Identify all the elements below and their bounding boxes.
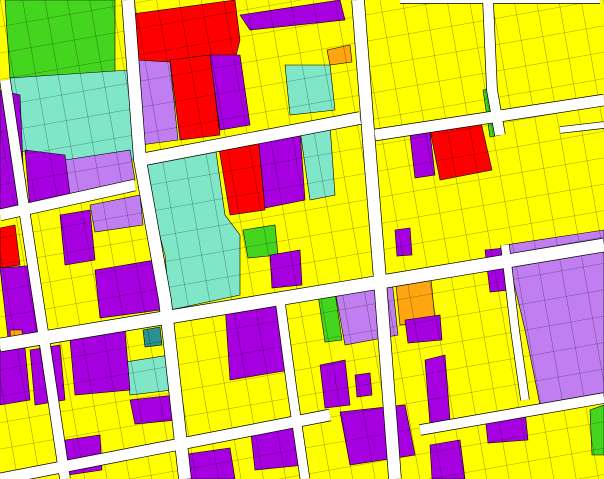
street[interactable] [352,0,401,479]
street[interactable] [0,79,70,479]
street[interactable] [501,244,529,401]
street[interactable] [419,393,604,435]
street[interactable] [275,299,310,479]
street[interactable] [559,122,604,133]
street[interactable] [374,94,604,141]
street[interactable] [138,112,362,166]
street[interactable] [483,0,505,136]
street[interactable] [122,0,191,479]
street[interactable] [0,409,332,479]
